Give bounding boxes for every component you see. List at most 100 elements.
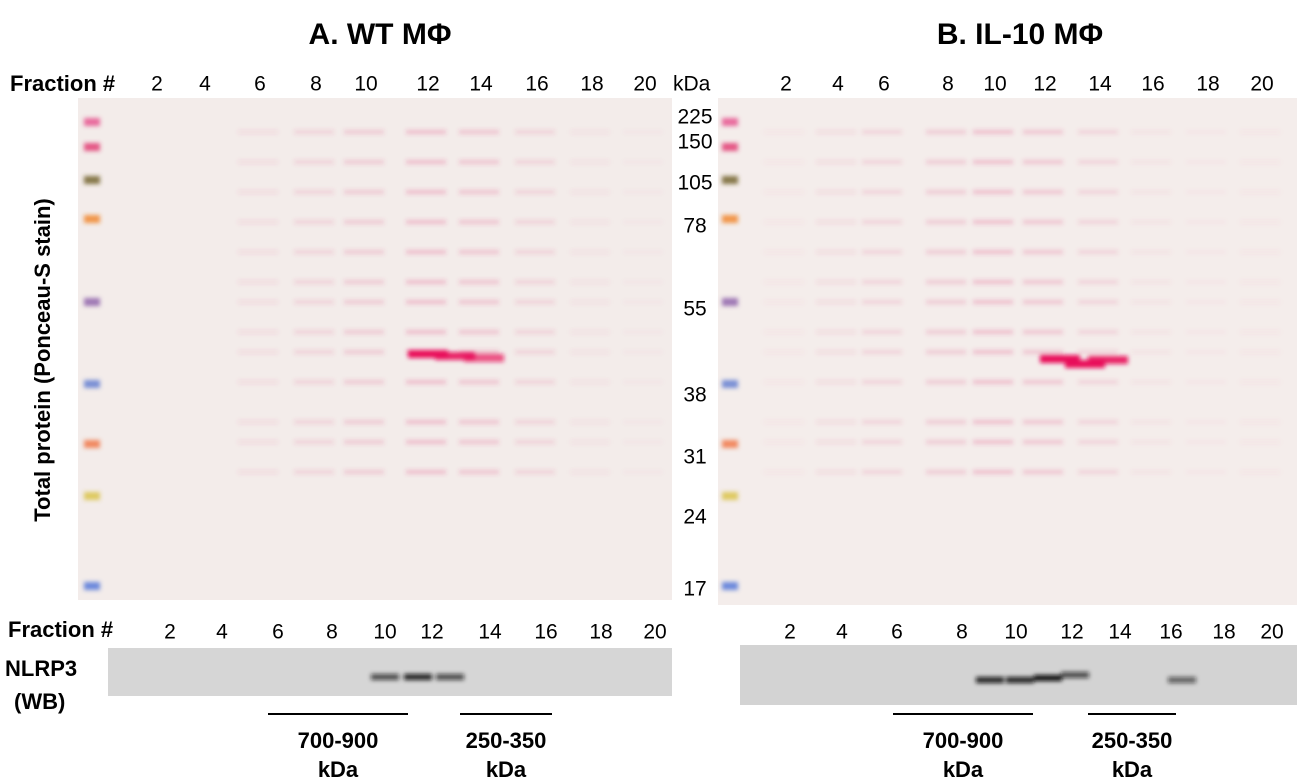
gel-band — [294, 470, 334, 474]
marker-band — [84, 298, 100, 306]
wb-strip-b — [740, 645, 1297, 705]
gel-band — [973, 130, 1013, 134]
fraction-number: 10 — [354, 73, 377, 96]
gel-band — [1023, 350, 1063, 354]
gel-band — [570, 220, 610, 224]
gel-band — [862, 280, 902, 284]
gel-band — [1186, 300, 1226, 304]
gel-band — [973, 280, 1013, 284]
gel-band — [459, 330, 499, 334]
gel-band — [926, 220, 966, 224]
gel-band — [973, 380, 1013, 384]
marker-band — [84, 143, 100, 151]
gel-band — [926, 330, 966, 334]
strong-band — [1065, 360, 1105, 368]
gel-band — [459, 130, 499, 134]
gel-band — [1131, 440, 1171, 444]
gel-band — [570, 350, 610, 354]
strong-band — [1040, 355, 1080, 363]
gel-band — [238, 300, 278, 304]
gel-band — [459, 420, 499, 424]
gel-band — [1186, 190, 1226, 194]
gel-band — [862, 350, 902, 354]
gel-band — [238, 420, 278, 424]
gel-band — [1186, 350, 1226, 354]
gel-band — [623, 130, 663, 134]
gel-band — [926, 420, 966, 424]
fraction-label: Fraction # — [10, 71, 115, 96]
marker-size: 55 — [683, 298, 706, 321]
marker-band — [84, 492, 100, 500]
gel-band — [459, 380, 499, 384]
gel-band — [570, 380, 610, 384]
gel-band — [459, 280, 499, 284]
gel-band — [1240, 420, 1280, 424]
gel-band — [926, 470, 966, 474]
gel-band — [406, 420, 446, 424]
gel-band — [1131, 330, 1171, 334]
gel-band — [862, 380, 902, 384]
gel-band — [406, 160, 446, 164]
gel-band — [459, 440, 499, 444]
gel-band — [1078, 470, 1118, 474]
marker-size: 105 — [677, 172, 712, 195]
gel-band — [1023, 440, 1063, 444]
range-unit: kDa — [943, 757, 984, 782]
gel-band — [515, 330, 555, 334]
gel-band — [459, 300, 499, 304]
gel-band — [1186, 420, 1226, 424]
gel-band — [764, 130, 804, 134]
gel-band — [515, 280, 555, 284]
gel-band — [926, 350, 966, 354]
gel-band — [1186, 380, 1226, 384]
gel-band — [459, 190, 499, 194]
gel-band — [1023, 220, 1063, 224]
gel-band — [1131, 350, 1171, 354]
fraction-number: 12 — [416, 73, 439, 96]
gel-band — [238, 280, 278, 284]
gel-band — [1186, 220, 1226, 224]
gel-band — [1240, 250, 1280, 254]
marker-band — [722, 143, 738, 151]
gel-band — [862, 440, 902, 444]
gel-band — [294, 160, 334, 164]
gel-band — [294, 190, 334, 194]
gel-band — [294, 250, 334, 254]
gel-band — [515, 380, 555, 384]
marker-band — [722, 380, 738, 388]
gel-band — [764, 440, 804, 444]
gel-band — [764, 300, 804, 304]
gel-band — [926, 160, 966, 164]
fraction-number: 6 — [272, 621, 284, 644]
marker-band — [84, 582, 100, 590]
gel-band — [238, 380, 278, 384]
strong-band — [408, 350, 448, 358]
gel-band — [1186, 160, 1226, 164]
strong-band — [435, 352, 475, 360]
gel-band — [294, 330, 334, 334]
gel-band — [973, 470, 1013, 474]
gel-band — [926, 280, 966, 284]
gel-band — [344, 350, 384, 354]
gel-band — [623, 440, 663, 444]
gel-band — [973, 250, 1013, 254]
gel-a — [78, 98, 672, 600]
gel-band — [816, 350, 856, 354]
gel-band — [1023, 280, 1063, 284]
marker-band — [722, 298, 738, 306]
fraction-number: 4 — [199, 73, 211, 96]
fraction-number: 18 — [1196, 73, 1219, 96]
gel-band — [515, 440, 555, 444]
fraction-number: 16 — [534, 621, 557, 644]
gel-band — [515, 220, 555, 224]
gel-band — [1186, 440, 1226, 444]
gel-band — [406, 280, 446, 284]
marker-size: 17 — [683, 578, 706, 601]
wb-band — [404, 674, 432, 680]
gel-band — [294, 440, 334, 444]
gel-band — [1186, 280, 1226, 284]
gel-band — [973, 420, 1013, 424]
marker-size: 38 — [683, 384, 706, 407]
fraction-number: 2 — [784, 621, 796, 644]
gel-band — [1023, 300, 1063, 304]
